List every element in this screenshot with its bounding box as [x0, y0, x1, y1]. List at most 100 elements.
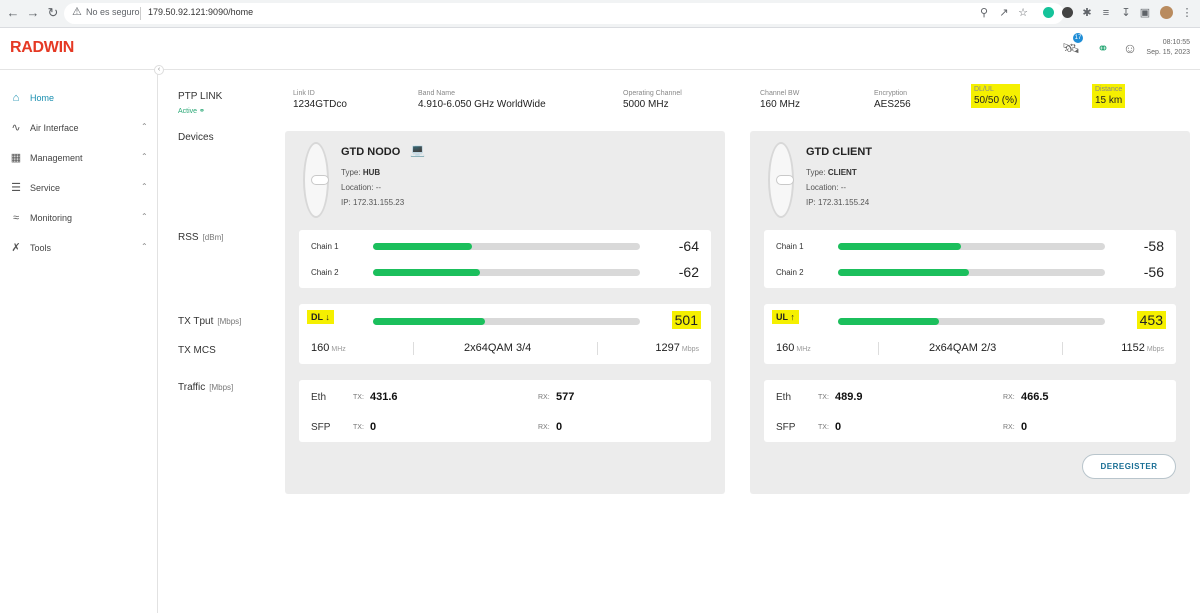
extension-green-icon[interactable] — [1043, 7, 1054, 18]
collapse-sidebar-icon[interactable]: ‹ — [154, 65, 164, 75]
sfp-tx-label: TX: — [818, 424, 829, 431]
back-icon[interactable]: ← — [6, 5, 20, 20]
device-type-label: Type: — [806, 168, 826, 177]
eth-tx-label: TX: — [818, 394, 829, 401]
user-icon[interactable]: ☺ — [1122, 40, 1138, 56]
device-ip: IP: 172.31.155.23 — [341, 198, 404, 207]
sidebar-item-label: Monitoring — [30, 213, 73, 223]
device-location-label: Location: — [806, 183, 839, 192]
sidebar-item-service[interactable]: ☰ Service ⌃ — [0, 174, 158, 204]
chain-1-fill — [838, 243, 961, 250]
throughput-panel: UL ↑ 453 160 MHz 2x64QAM 2/3 1152 Mbps — [764, 304, 1176, 364]
mcs-divider — [1062, 342, 1063, 355]
browser-toolbar: ← → ↻ ⚠ No es seguro 179.50.92.121:9090/… — [0, 0, 1200, 28]
bookmark-star-icon[interactable]: ☆ — [1018, 7, 1028, 19]
channel-bw-label: Channel BW — [760, 90, 800, 97]
sidebar-item-monitoring[interactable]: ≈ Monitoring ⌃ — [0, 204, 158, 234]
main-content: PTP LINK Active ⚭ Devices RSS [dBm] TX Tp… — [159, 70, 1200, 613]
traffic-panel: Eth TX: 431.6 RX: 577 SFP TX: 0 RX: 0 — [299, 380, 711, 442]
deregister-button[interactable]: DEREGISTER — [1082, 454, 1176, 479]
sfp-tx-value: 0 — [835, 421, 842, 433]
menu-kebab-icon[interactable]: ⋮ — [1181, 7, 1193, 19]
devices-label: Devices — [178, 132, 214, 143]
traffic-unit: [Mbps] — [209, 383, 234, 392]
mcs-bandwidth-value: 160 — [311, 342, 330, 354]
tools-icon: ✗ — [11, 242, 21, 254]
chain-1-bar — [838, 243, 1105, 250]
device-name: GTD NODO — [341, 146, 401, 158]
sfp-label: SFP — [776, 422, 796, 433]
chevron-up-icon: ⌃ — [141, 212, 148, 221]
sidebar-item-home[interactable]: ⌂ Home — [0, 84, 158, 114]
sidebar-item-management[interactable]: ▦ Management ⌃ — [0, 144, 158, 174]
sidebar-item-tools[interactable]: ✗ Tools ⌃ — [0, 234, 158, 264]
share-icon[interactable]: ↗ — [999, 7, 1009, 19]
rss-unit: [dBm] — [202, 233, 224, 242]
band-name-field: Band Name 4.910-6.050 GHz WorldWide — [418, 90, 546, 110]
sidebar: ‹ ⌂ Home ∿ Air Interface ⌃ ▦ Management … — [0, 65, 164, 613]
encryption-field: Encryption AES256 — [874, 90, 911, 110]
radwin-logo: RADWIN — [10, 39, 74, 56]
chain-1-bar — [373, 243, 640, 250]
mcs-divider — [597, 342, 598, 355]
download-icon[interactable]: ↧ — [1121, 7, 1131, 19]
device-ip-value: 172.31.155.24 — [818, 198, 870, 207]
mcs-bandwidth-value: 160 — [776, 342, 795, 354]
active-status: Active ⚭ — [178, 107, 205, 115]
mcs-capacity-unit: Mbps — [1146, 346, 1164, 353]
key-icon[interactable]: ⚲ — [979, 7, 989, 19]
encryption-label: Encryption — [874, 90, 908, 97]
distance-label: Distance — [1095, 86, 1123, 93]
chevron-up-icon: ⌃ — [141, 242, 148, 251]
wifi-icon: ∿ — [11, 122, 21, 134]
link-id-label: Link ID — [293, 90, 315, 97]
extension-dark-icon[interactable] — [1062, 7, 1073, 18]
satellite-icon[interactable]: 🛰 — [1062, 40, 1080, 56]
device-location-value: -- — [840, 183, 847, 192]
device-ip-label: IP: — [341, 198, 351, 207]
extensions-puzzle-icon[interactable]: ✱ — [1082, 7, 1092, 19]
dl-direction-label: DL ↓ — [307, 310, 334, 324]
url-text[interactable]: 179.50.92.121:9090/home — [148, 7, 254, 17]
sidebar-item-label: Management — [30, 153, 83, 163]
eth-rx-value: 466.5 — [1021, 391, 1049, 403]
chain-2-bar — [838, 269, 1105, 276]
profile-avatar[interactable] — [1160, 6, 1173, 19]
chain-2-label: Chain 2 — [776, 268, 804, 277]
laptop-icon: 💻 — [410, 143, 425, 157]
device-name: GTD CLIENT — [806, 146, 872, 158]
sidepanel-icon[interactable]: ▣ — [1139, 7, 1151, 19]
device-type-label: Type: — [341, 168, 361, 177]
throughput-panel: DL ↓ 501 160 MHz 2x64QAM 3/4 1297 Mbps — [299, 304, 711, 364]
reload-icon[interactable]: ↻ — [47, 5, 59, 20]
link-id-field: Link ID 1234GTDco — [293, 90, 347, 110]
device-location: Location: -- — [806, 183, 846, 192]
sfp-tx-label: TX: — [353, 424, 364, 431]
antenna-feed-icon — [776, 175, 794, 185]
sfp-rx-value: 0 — [1021, 421, 1028, 433]
channel-bw-field: Channel BW 160 MHz — [760, 90, 800, 110]
clock-date: Sep. 15, 2023 — [1146, 49, 1190, 56]
device-card-client: GTD CLIENT Type: CLIENT Location: -- IP:… — [750, 131, 1190, 494]
channel-bw-value: 160 MHz — [760, 99, 801, 110]
mcs-bandwidth: 160 MHz — [776, 342, 811, 354]
throughput-fill — [838, 318, 940, 325]
forward-icon[interactable]: → — [26, 5, 40, 20]
home-icon: ⌂ — [12, 92, 20, 104]
link-icon[interactable]: ⚭ — [1097, 40, 1109, 56]
ptp-link-label: PTP LINK — [178, 91, 223, 102]
mcs-divider — [413, 342, 414, 355]
tx-tput-unit: [Mbps] — [217, 317, 242, 326]
eth-tx-label: TX: — [353, 394, 364, 401]
reading-list-icon[interactable]: ≡ — [1102, 7, 1110, 19]
mcs-capacity-value: 1152 — [1121, 342, 1145, 354]
sliders-icon: ☰ — [11, 182, 21, 194]
sidebar-item-air-interface[interactable]: ∿ Air Interface ⌃ — [0, 114, 158, 144]
rss-label: RSS [dBm] — [178, 232, 223, 243]
rss-panel: Chain 1 -64 Chain 2 -62 — [299, 230, 711, 288]
band-name-value: 4.910-6.050 GHz WorldWide — [418, 99, 546, 110]
traffic-panel: Eth TX: 489.9 RX: 466.5 SFP TX: 0 RX: 0 — [764, 380, 1176, 442]
eth-label: Eth — [311, 392, 327, 403]
address-bar[interactable]: ⚠ No es seguro 179.50.92.121:9090/home — [64, 3, 1064, 24]
sfp-label: SFP — [311, 422, 331, 433]
